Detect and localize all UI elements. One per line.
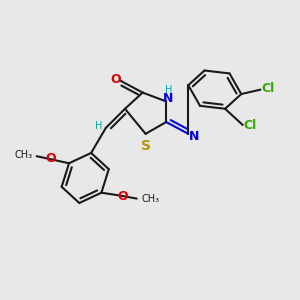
Text: Cl: Cl	[261, 82, 274, 95]
Text: S: S	[141, 139, 151, 153]
Text: O: O	[45, 152, 56, 165]
Text: CH₃: CH₃	[141, 194, 159, 205]
Text: Cl: Cl	[244, 119, 257, 132]
Text: N: N	[188, 130, 199, 143]
Text: H: H	[95, 122, 102, 131]
Text: CH₃: CH₃	[14, 150, 32, 160]
Text: O: O	[111, 73, 122, 86]
Text: O: O	[118, 190, 128, 203]
Text: H: H	[165, 85, 172, 95]
Text: N: N	[164, 92, 174, 105]
